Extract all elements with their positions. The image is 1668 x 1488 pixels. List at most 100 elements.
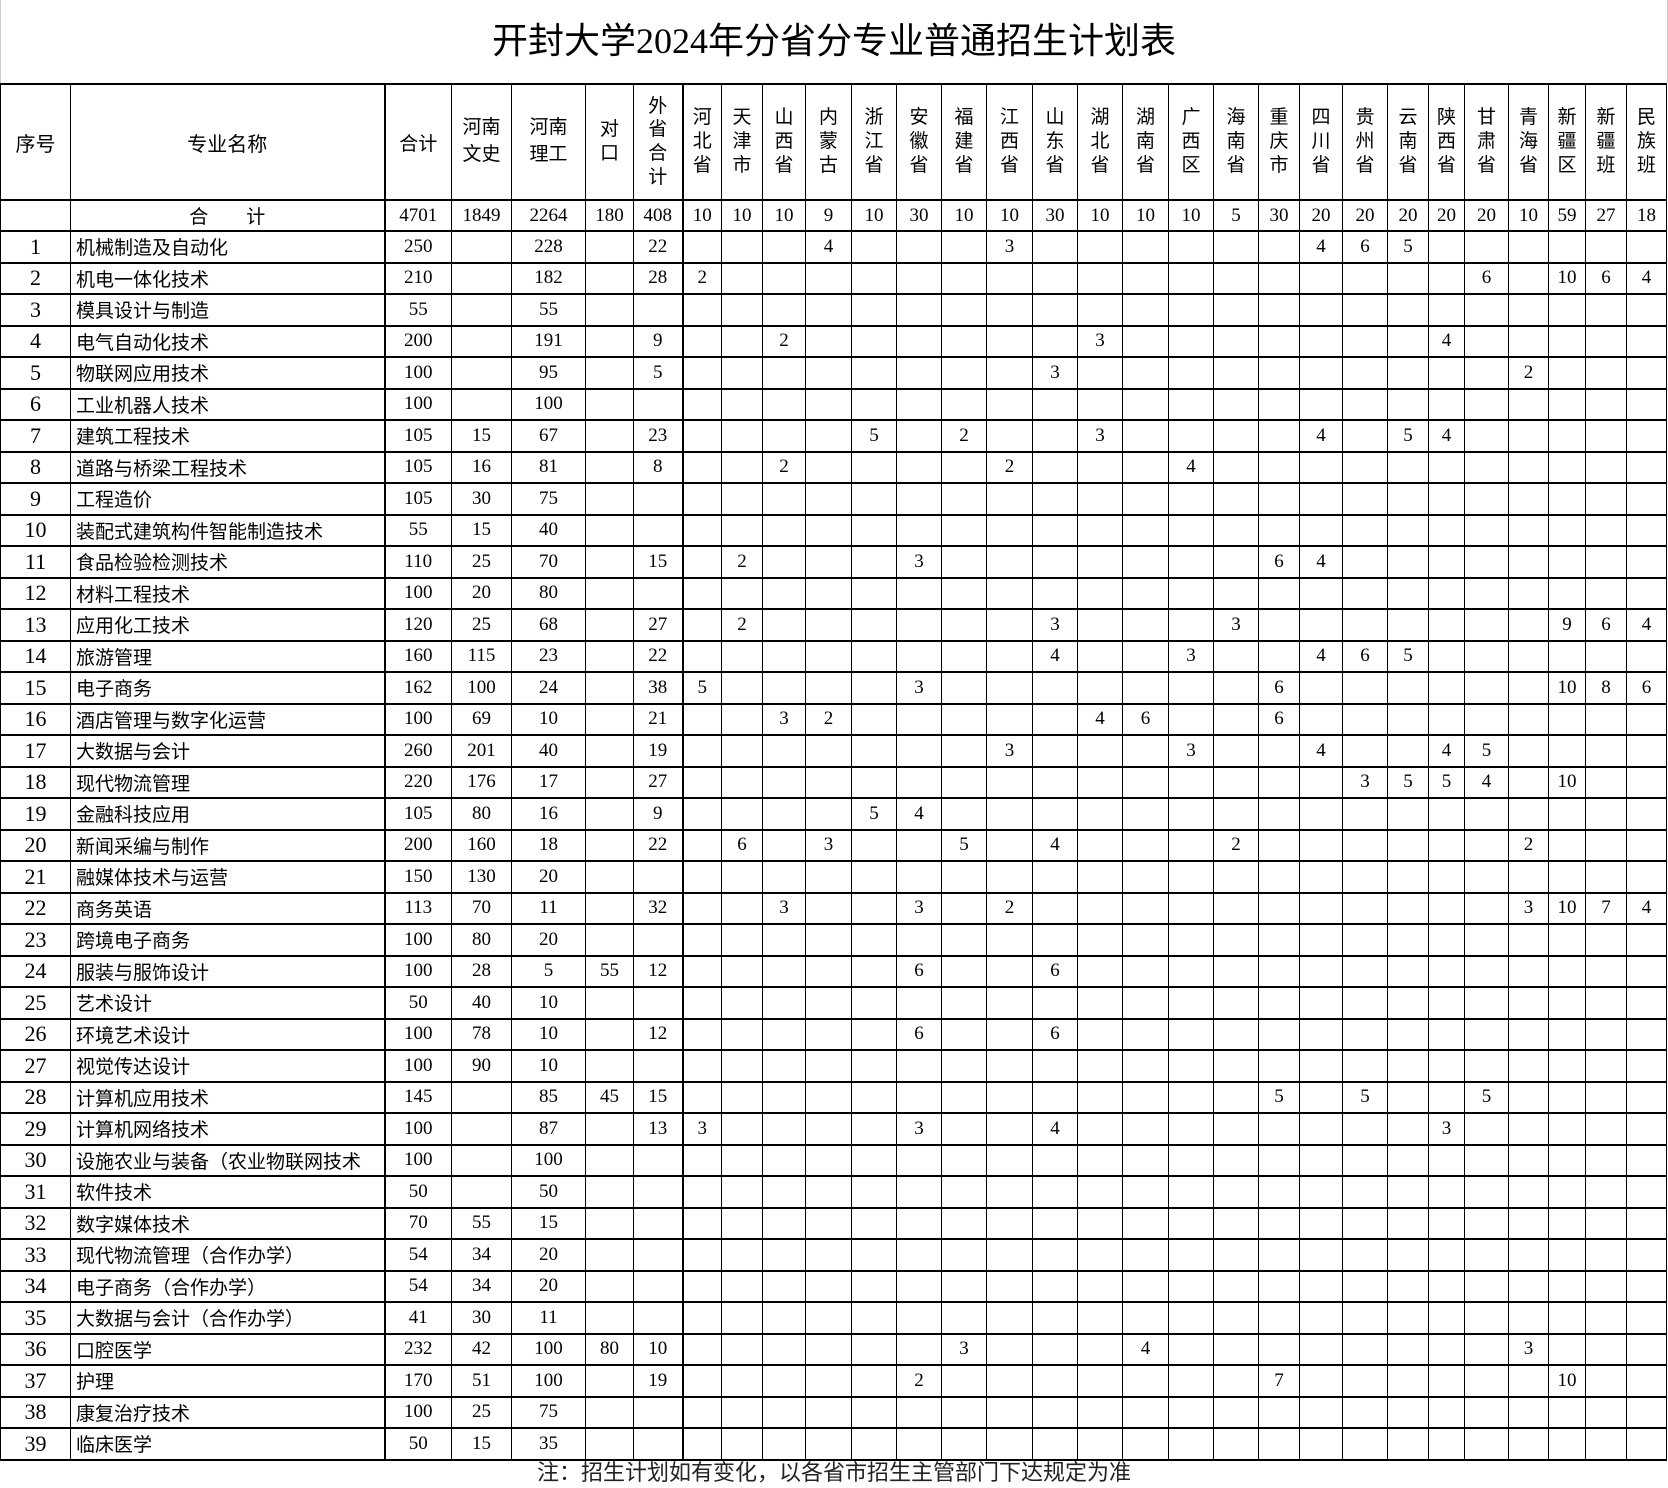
page-title: 开封大学2024年分省分专业普通招生计划表 xyxy=(0,0,1668,83)
quota-cell xyxy=(762,829,806,862)
quota-cell xyxy=(805,356,852,390)
quota-cell xyxy=(805,860,852,894)
table-row: 22 商务英语 113 70 11 32 3 3 2 3 10 7 4 xyxy=(0,892,1667,925)
quota-cell xyxy=(1548,388,1586,421)
quota-cell: 90 xyxy=(451,1049,512,1083)
column-header-label: 四川省 xyxy=(1311,107,1331,176)
quota-cell xyxy=(762,955,806,988)
quota-cell: 21 xyxy=(633,703,683,736)
quota-cell xyxy=(941,608,987,642)
quota-cell xyxy=(1258,1112,1300,1146)
quota-cell xyxy=(851,1333,897,1366)
quota-cell xyxy=(805,1270,852,1303)
quota-cell: 2 xyxy=(721,608,763,642)
quota-cell xyxy=(986,608,1033,642)
quota-cell xyxy=(1548,1049,1586,1083)
quota-cell: 5 xyxy=(1387,230,1429,264)
quota-cell xyxy=(762,608,806,642)
major-name: 大数据与会计 xyxy=(70,734,385,768)
quota-cell xyxy=(941,230,987,264)
quota-cell xyxy=(941,1427,987,1461)
quota-cell xyxy=(762,734,806,768)
quota-cell xyxy=(1122,1364,1169,1398)
major-name: 临床医学 xyxy=(70,1427,385,1461)
quota-cell: 50 xyxy=(383,986,452,1020)
quota-cell xyxy=(1168,419,1214,453)
quota-cell xyxy=(1168,293,1214,327)
quota-cell xyxy=(1387,1207,1429,1240)
quota-cell xyxy=(1342,608,1388,642)
quota-cell xyxy=(1464,671,1509,705)
quota-cell xyxy=(941,577,987,610)
footnote: 注：招生计划如有变化，以各省市招生主管部门下达规定为准 xyxy=(536,1460,1131,1485)
quota-cell xyxy=(1122,482,1169,516)
quota-cell xyxy=(986,577,1033,610)
quota-cell: 22 xyxy=(633,230,683,264)
quota-cell xyxy=(805,923,852,957)
quota-cell xyxy=(681,1175,722,1209)
quota-cell xyxy=(762,1301,806,1335)
quota-cell xyxy=(1077,1301,1123,1335)
quota-cell xyxy=(1122,1207,1169,1240)
quota-cell xyxy=(1428,1333,1465,1366)
quota-cell xyxy=(633,860,683,894)
row-number: 12 xyxy=(0,577,71,610)
total-cell: 10 xyxy=(721,199,763,232)
quota-cell: 13 xyxy=(633,1112,683,1146)
quota-cell xyxy=(1626,514,1667,547)
quota-cell xyxy=(1258,356,1300,390)
quota-cell: 5 xyxy=(681,671,722,705)
quota-cell xyxy=(851,1049,897,1083)
quota-cell xyxy=(1168,1049,1214,1083)
major-name: 商务英语 xyxy=(70,892,385,925)
quota-cell xyxy=(1626,451,1667,484)
quota-cell xyxy=(1508,1427,1549,1461)
column-header: 河南理工 xyxy=(511,83,586,201)
quota-cell xyxy=(1428,955,1465,988)
quota-cell xyxy=(941,1364,987,1398)
quota-cell xyxy=(986,1081,1033,1114)
row-number: 25 xyxy=(0,986,71,1020)
quota-cell xyxy=(585,577,634,610)
quota-cell: 19 xyxy=(633,734,683,768)
quota-cell xyxy=(1077,955,1123,988)
quota-cell xyxy=(896,1427,942,1461)
quota-cell xyxy=(1299,860,1343,894)
row-number: 11 xyxy=(0,545,71,579)
quota-cell: 2 xyxy=(762,451,806,484)
total-cell: 20 xyxy=(1299,199,1343,232)
quota-cell xyxy=(1077,1238,1123,1272)
row-number: 27 xyxy=(0,1049,71,1083)
quota-cell xyxy=(1464,1396,1509,1429)
quota-cell xyxy=(1077,1396,1123,1429)
quota-cell xyxy=(941,734,987,768)
row-number: 6 xyxy=(0,388,71,421)
quota-cell xyxy=(896,1049,942,1083)
quota-cell xyxy=(1213,545,1259,579)
quota-cell xyxy=(1299,1144,1343,1177)
total-label: 合 计 xyxy=(70,199,385,232)
major-name: 康复治疗技术 xyxy=(70,1396,385,1429)
quota-cell xyxy=(805,293,852,327)
quota-cell xyxy=(721,262,763,295)
quota-cell xyxy=(1508,1364,1549,1398)
quota-cell: 2 xyxy=(941,419,987,453)
quota-cell xyxy=(1585,1238,1627,1272)
quota-cell xyxy=(1585,514,1627,547)
total-cell: 1849 xyxy=(451,199,512,232)
quota-cell xyxy=(805,1207,852,1240)
quota-cell xyxy=(1168,1396,1214,1429)
quota-cell xyxy=(1032,923,1078,957)
column-header-label: 外省合计 xyxy=(648,95,668,188)
quota-cell xyxy=(1258,1144,1300,1177)
quota-cell xyxy=(896,419,942,453)
column-header-label: 青海省 xyxy=(1518,107,1538,176)
quota-cell xyxy=(941,1270,987,1303)
quota-cell: 100 xyxy=(383,1112,452,1146)
total-row: 合 计 4701 1849 2264 180 408 10 10 10 9 10 30 10 10 30 10… xyxy=(0,199,1667,232)
quota-cell xyxy=(721,1112,763,1146)
quota-cell xyxy=(1464,388,1509,421)
quota-cell xyxy=(1428,293,1465,327)
quota-cell xyxy=(1548,419,1586,453)
quota-cell xyxy=(721,451,763,484)
